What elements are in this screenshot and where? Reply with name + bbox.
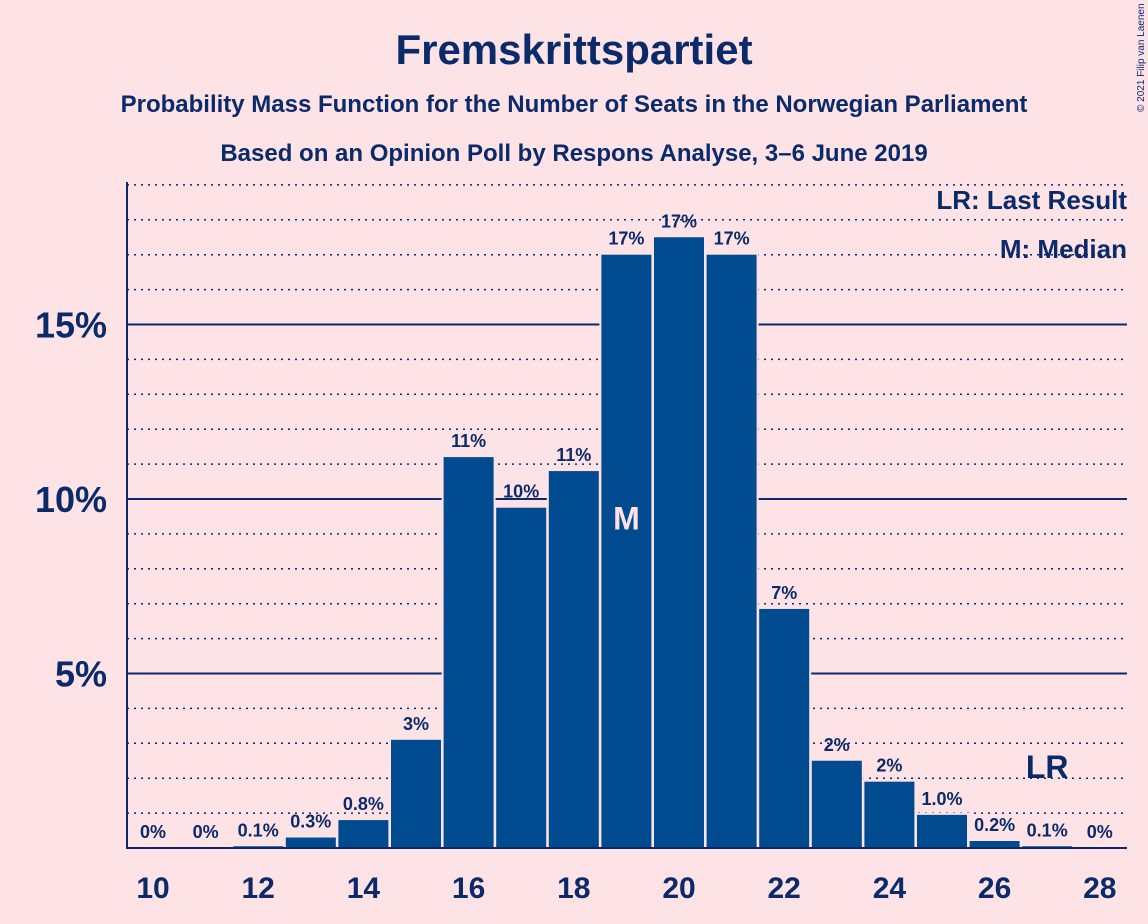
bar [654,237,704,848]
gridlines [127,184,1127,814]
bar-label: 11% [556,445,591,465]
bar-label: 11% [451,431,486,451]
bars [231,235,1075,848]
bar-label: 10% [503,482,539,502]
median-marker: M [613,501,640,537]
y-tick-label: 15% [35,305,107,346]
bar-label: 0% [193,822,219,842]
chart-subtitle: Probability Mass Function for the Number… [121,91,1028,118]
bar [969,841,1020,848]
bar-label: 2% [824,735,850,755]
bar [391,739,441,848]
bar-label: 7% [771,583,797,603]
y-tick-labels: 5% 10% 15% [35,305,107,695]
x-tick-labels: 10 12 14 16 18 20 22 24 26 28 [136,872,1116,905]
x-tick-label: 14 [347,872,381,905]
bar-outline [231,844,286,848]
bar-labels: 0% 0% 0.1% 0.3% 0.8% 3% 11% 10% 11% 17% 17% 17% 7% 2%… [140,211,1113,842]
x-tick-label: 28 [1083,872,1116,905]
legend-median: M: Median [1000,234,1127,264]
bar [548,471,599,848]
bar-label: 0% [140,822,166,842]
bar [811,760,862,848]
x-tick-label: 16 [452,872,485,905]
bar [864,781,915,848]
bar [496,507,547,848]
bar [601,254,652,848]
bar-label: 0.3% [290,812,331,832]
bar-label: 0.8% [343,794,384,814]
axes [126,182,1127,849]
bar [706,254,757,848]
bar [285,837,336,848]
bar-label: 0.1% [1027,820,1068,840]
x-tick-label: 20 [662,872,695,905]
x-tick-label: 10 [136,872,169,905]
chart-title: Fremskrittspartiet [395,26,752,73]
y-tick-label: 5% [55,654,107,695]
bar-label: 1.0% [921,789,962,809]
x-tick-label: 12 [242,872,275,905]
bar-label: 17% [608,229,644,249]
x-tick-label: 24 [873,872,907,905]
bar-label: 0% [1087,822,1113,842]
bar-outline [1020,844,1075,848]
bar [917,814,967,848]
bar [338,820,389,848]
legend-last-result: LR: Last Result [936,185,1127,215]
copyright-notice: © 2021 Filip van Laenen [1136,3,1147,112]
bar [443,457,494,848]
bar-label: 17% [661,211,697,231]
bar-label: 2% [876,756,902,776]
y-tick-label: 10% [35,479,107,520]
bar-label: 17% [714,229,750,249]
bar-label: 3% [403,714,429,734]
x-tick-label: 18 [557,872,590,905]
markers: M LR [613,501,1068,785]
bar [759,608,810,848]
x-tick-label: 22 [768,872,801,905]
last-result-marker: LR [1026,749,1069,785]
bar-label: 0.1% [238,820,279,840]
bar-label: 0.2% [974,815,1015,835]
x-tick-label: 26 [978,872,1011,905]
chart-subtitle-source: Based on an Opinion Poll by Respons Anal… [220,140,927,167]
